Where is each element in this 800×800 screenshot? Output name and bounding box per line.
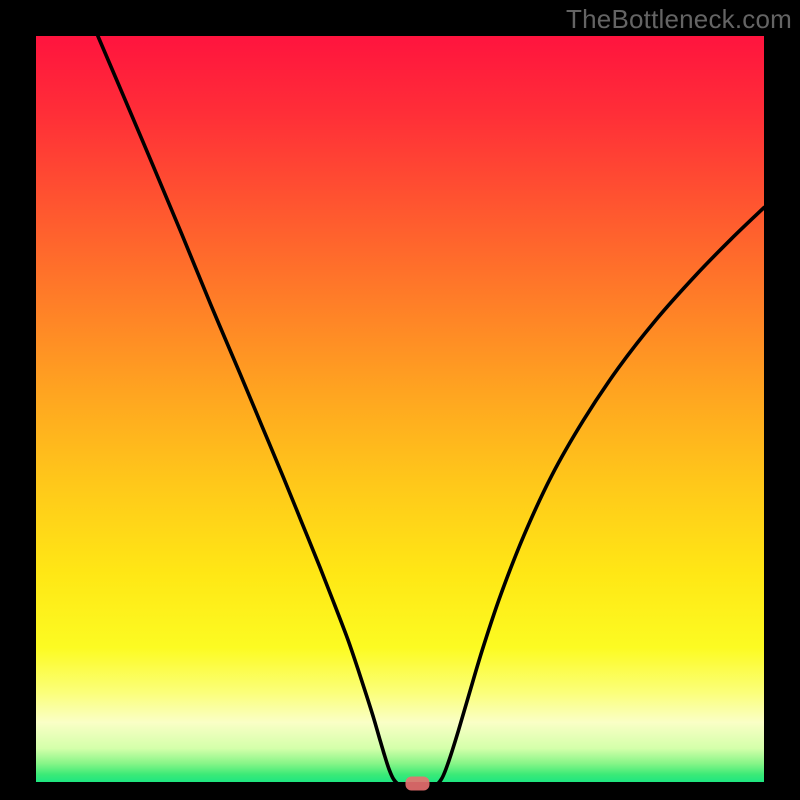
bottleneck-chart [0,0,800,800]
chart-container: { "watermark": { "text": "TheBottleneck.… [0,0,800,800]
optimal-point-marker [405,776,429,790]
watermark-text: TheBottleneck.com [566,4,792,35]
